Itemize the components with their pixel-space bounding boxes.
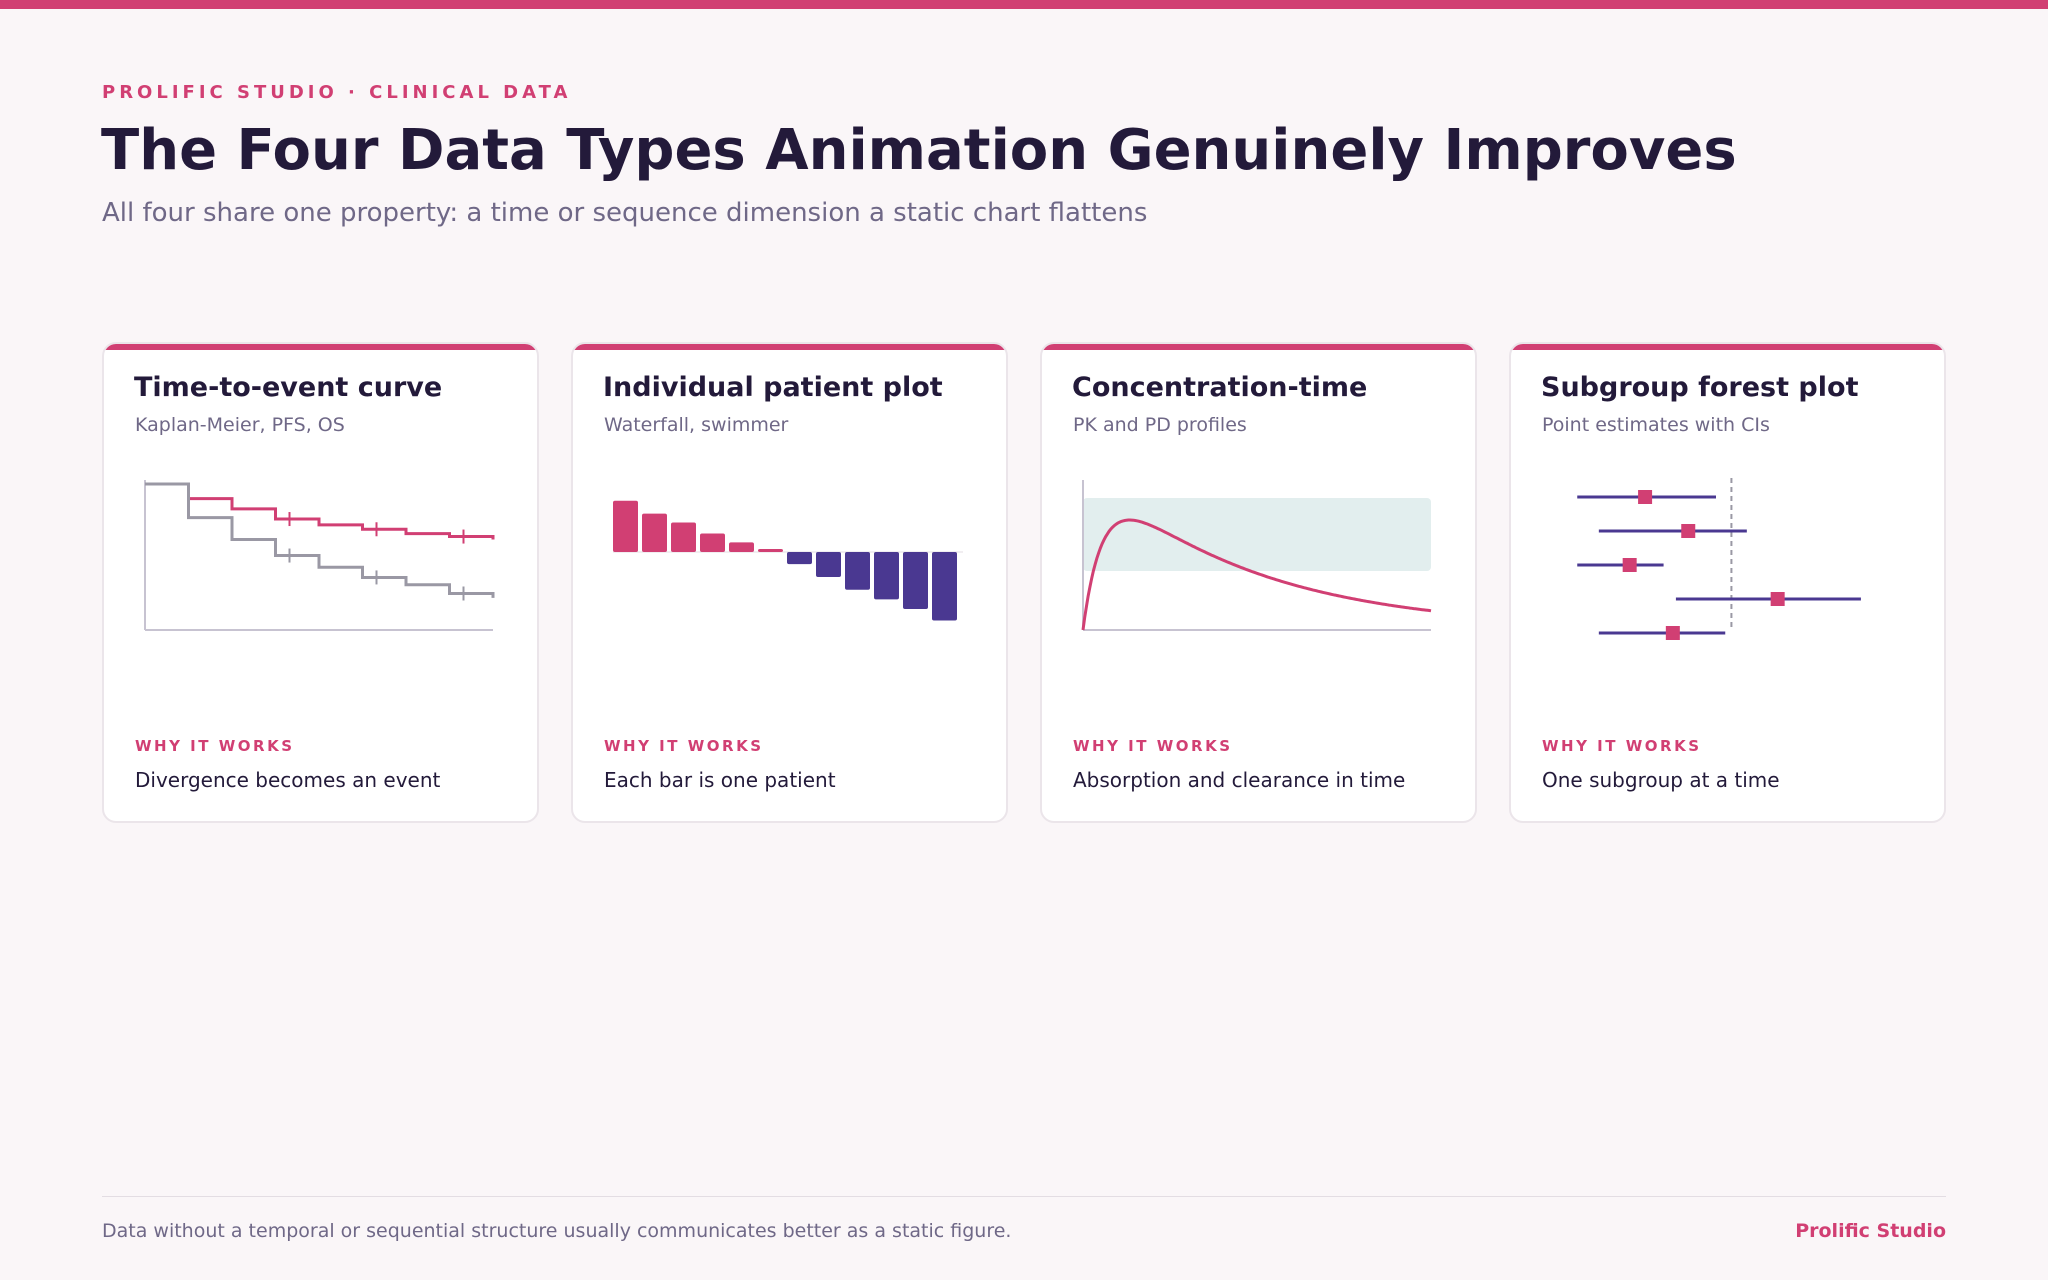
why-label: WHY IT WORKS	[135, 737, 295, 755]
forest-point-estimate	[1622, 558, 1637, 572]
waterfall-bar	[903, 552, 928, 609]
pk-concentration-curve	[1081, 518, 1432, 631]
km-curves	[145, 482, 495, 601]
footer-brand: Prolific Studio	[1795, 1220, 1946, 1242]
eyebrow-label: PROLIFIC STUDIO · CLINICAL DATA	[102, 82, 572, 103]
card-subtitle: Waterfall, swimmer	[604, 414, 789, 436]
waterfall-bar	[700, 533, 725, 552]
waterfall-bar	[613, 500, 638, 552]
waterfall-bar	[729, 542, 754, 552]
page-title: The Four Data Types Animation Genuinely …	[101, 118, 1737, 183]
waterfall-bar	[932, 552, 957, 621]
card-title: Time-to-event curve	[134, 372, 443, 403]
why-text: One subgroup at a time	[1542, 768, 1780, 792]
waterfall-bar	[758, 549, 783, 552]
waterfall-bar	[874, 552, 899, 600]
waterfall-bar	[787, 552, 812, 565]
km-axes	[144, 480, 493, 631]
card-subtitle: PK and PD profiles	[1073, 414, 1247, 436]
footer-divider	[102, 1196, 1946, 1197]
why-label: WHY IT WORKS	[1073, 737, 1233, 755]
card-title: Subgroup forest plot	[1541, 372, 1859, 403]
card-accent-bar	[1042, 344, 1475, 350]
card-subtitle: Point estimates with CIs	[1542, 414, 1770, 436]
forest-rows	[1577, 478, 1861, 640]
km-series-line	[145, 482, 495, 540]
waterfall-bars	[613, 500, 963, 621]
therapeutic-window-band	[1083, 498, 1431, 571]
card-title: Individual patient plot	[603, 372, 943, 403]
forest-point-estimate	[1638, 490, 1653, 504]
kaplan-meier-chart	[144, 480, 495, 631]
footer-note: Data without a temporal or sequential st…	[102, 1220, 1012, 1242]
forest-point-estimate	[1770, 592, 1785, 606]
why-text: Absorption and clearance in time	[1073, 768, 1406, 792]
forest-plot-chart	[1577, 478, 1861, 640]
forest-point-estimate	[1681, 524, 1696, 538]
card-subgroup-forest: Subgroup forest plot Point estimates wit…	[1509, 342, 1946, 823]
why-label: WHY IT WORKS	[604, 737, 764, 755]
card-time-to-event: Time-to-event curve Kaplan-Meier, PFS, O…	[102, 342, 539, 823]
km-series-line	[145, 482, 495, 598]
waterfall-bar	[642, 513, 667, 552]
card-accent-bar	[573, 344, 1006, 350]
page-subtitle: All four share one property: a time or s…	[102, 198, 1148, 228]
card-concentration-time: Concentration-time PK and PD profiles WH…	[1040, 342, 1477, 823]
waterfall-chart	[613, 500, 963, 621]
why-label: WHY IT WORKS	[1542, 737, 1702, 755]
top-accent-bar	[0, 0, 2048, 9]
card-individual-patient: Individual patient plot Waterfall, swimm…	[571, 342, 1008, 823]
waterfall-bar	[845, 552, 870, 590]
card-subtitle: Kaplan-Meier, PFS, OS	[135, 414, 345, 436]
why-text: Divergence becomes an event	[135, 768, 441, 792]
concentration-curve-chart	[1081, 480, 1432, 631]
card-accent-bar	[104, 344, 537, 350]
waterfall-bar	[816, 552, 841, 577]
waterfall-bar	[671, 522, 696, 552]
card-accent-bar	[1511, 344, 1944, 350]
forest-point-estimate	[1665, 626, 1680, 640]
why-text: Each bar is one patient	[604, 768, 836, 792]
pk-curve-group	[1081, 480, 1432, 631]
card-title: Concentration-time	[1072, 372, 1368, 403]
